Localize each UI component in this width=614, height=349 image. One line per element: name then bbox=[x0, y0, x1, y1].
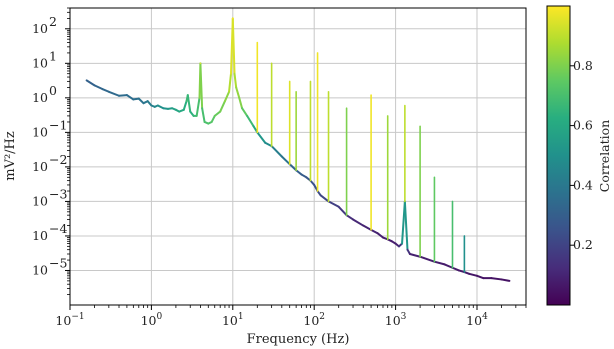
psd-line-segment bbox=[403, 200, 409, 251]
x-tick-label: 102 bbox=[303, 312, 325, 328]
x-axis-label: Frequency (Hz) bbox=[247, 332, 350, 347]
psd-line-segment bbox=[238, 96, 244, 110]
x-axis: 10−1 100 101 102 103 104 bbox=[55, 305, 527, 328]
y-axis-label: mV²/Hz bbox=[3, 131, 18, 181]
colorbar: 0.2 0.4 0.6 0.8 Correlation bbox=[546, 5, 612, 306]
psd-line-segment bbox=[137, 97, 145, 105]
psd-line-segment bbox=[219, 100, 226, 113]
psd-line-segment bbox=[93, 84, 104, 91]
psd-line-segment bbox=[362, 224, 373, 231]
plot-frame bbox=[69, 7, 527, 306]
psd-line-segment bbox=[233, 72, 238, 89]
y-tick-exponent: 0 bbox=[49, 83, 57, 98]
colorbar-tick-label: 0.6 bbox=[573, 118, 593, 133]
psd-line-segment bbox=[118, 94, 128, 97]
psd-line-segment bbox=[85, 79, 96, 87]
y-tick-label: 10 bbox=[32, 90, 48, 105]
y-tick-label: 10 bbox=[32, 262, 48, 277]
psd-line-segment bbox=[270, 145, 283, 158]
y-tick-exponent: −2 bbox=[49, 152, 67, 167]
y-tick-exponent: 2 bbox=[49, 14, 57, 29]
psd-line-segment bbox=[223, 90, 231, 103]
y-tick-label: 10 bbox=[32, 124, 48, 139]
psd-line-segment bbox=[213, 110, 222, 117]
y-tick-label: 10 bbox=[32, 159, 48, 174]
y-tick-label: 10 bbox=[32, 193, 48, 208]
psd-line-segment bbox=[256, 131, 267, 144]
psd-line-segment bbox=[319, 194, 330, 203]
y-tick-exponent: −4 bbox=[49, 221, 67, 236]
x-tick-label: 100 bbox=[141, 312, 163, 328]
psd-line-segment bbox=[101, 88, 110, 93]
psd-line-segment bbox=[280, 155, 291, 166]
psd-line-segment bbox=[327, 200, 340, 208]
y-tick-label: 10 bbox=[32, 228, 48, 243]
psd-line-segment bbox=[475, 274, 485, 280]
psd-line-segment bbox=[443, 263, 454, 269]
psd-line-segment bbox=[433, 260, 446, 266]
x-tick-label: 103 bbox=[385, 312, 407, 328]
colorbar-tick-label: 0.2 bbox=[573, 237, 593, 252]
psd-line-segment bbox=[195, 96, 201, 117]
y-tick-exponent: −1 bbox=[49, 117, 67, 132]
psd-line-segment bbox=[500, 278, 511, 282]
psd-line-segment bbox=[201, 107, 206, 123]
psd-line-segment bbox=[419, 255, 436, 263]
grid bbox=[70, 8, 526, 305]
psd-line-segment bbox=[345, 214, 355, 221]
psd-line-segment bbox=[295, 169, 303, 176]
colorbar-gradient bbox=[546, 5, 571, 306]
psd-line-segment bbox=[182, 100, 188, 111]
psd-line-segment bbox=[186, 94, 192, 113]
colorbar-label: Correlation bbox=[597, 120, 612, 193]
colorbar-ticks: 0.2 0.4 0.6 0.8 bbox=[570, 58, 593, 252]
psd-line-segment bbox=[156, 104, 165, 110]
psd-line-segment bbox=[199, 62, 204, 110]
psd-line-segment bbox=[241, 107, 249, 117]
y-tick-exponent: −5 bbox=[49, 255, 67, 270]
psd-line-segment bbox=[231, 17, 236, 75]
psd-line-segment bbox=[210, 114, 216, 123]
psd-line-segment bbox=[490, 277, 503, 281]
x-tick-label: 101 bbox=[222, 312, 244, 328]
y-tick-label: 10 bbox=[32, 55, 48, 70]
data-area bbox=[85, 17, 511, 282]
colorbar-tick-label: 0.8 bbox=[573, 58, 593, 73]
psd-line-segment bbox=[376, 232, 384, 239]
psd-line-segment bbox=[246, 114, 255, 128]
psd-line-segment bbox=[125, 94, 135, 101]
y-tick-exponent: −3 bbox=[49, 186, 67, 201]
x-tick-label: 10−1 bbox=[55, 312, 84, 328]
psd-line-segment bbox=[352, 218, 365, 227]
psd-line-segment bbox=[107, 90, 121, 97]
psd-line-segment bbox=[370, 228, 379, 235]
psd-line-segment bbox=[228, 72, 232, 93]
psd-line-segment bbox=[337, 205, 348, 217]
psd-line-segment bbox=[468, 272, 478, 277]
psd-line-segment bbox=[288, 163, 298, 172]
psd-line-segment bbox=[235, 86, 241, 99]
y-tick-exponent: 1 bbox=[49, 48, 57, 63]
psd-line-segment bbox=[264, 141, 273, 148]
y-tick-label: 10 bbox=[32, 21, 48, 36]
x-tick-label: 104 bbox=[466, 312, 488, 328]
psd-line-segment bbox=[408, 253, 422, 258]
colorbar-tick-label: 0.4 bbox=[573, 177, 593, 192]
psd-line-segment bbox=[451, 266, 460, 272]
